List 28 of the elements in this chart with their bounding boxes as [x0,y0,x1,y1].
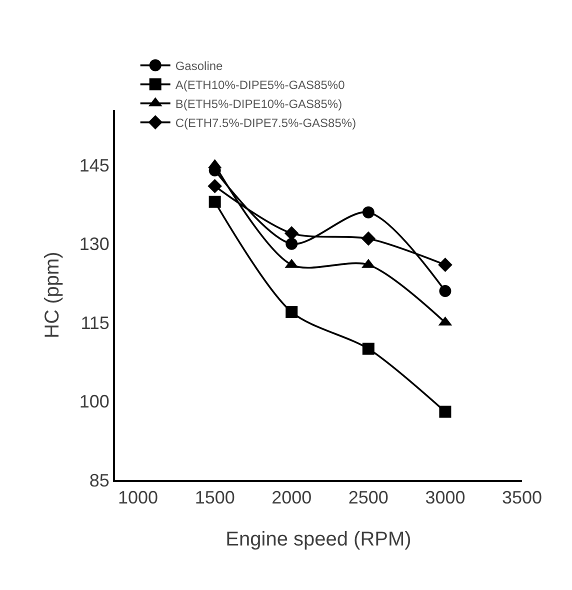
y-axis-title: HC (ppm) [41,252,64,338]
x-tick-label: 2000 [272,488,312,508]
x-tick-label: 1500 [194,488,235,508]
point [208,178,222,194]
legend-label: C(ETH7.5%-DIPE7.5%-GAS85%) [175,116,356,130]
y-tick-label: 115 [80,312,110,333]
point [362,206,374,218]
point [362,342,374,355]
point [439,285,452,298]
x-tick-label: 3500 [502,488,542,508]
point [284,226,299,240]
y-tick-label: 100 [79,392,110,412]
x-axis-title: Engine speed (RPM) [226,528,412,551]
point [361,231,376,246]
legend-label: B(ETH5%-DIPE10%-GAS85%) [175,96,342,111]
point [286,306,298,318]
point [439,406,452,418]
y-tick-label: 130 [79,234,110,254]
legend-label: A(ETH10%-DIPE5%-GAS85%0 [175,78,346,92]
x-tick-label: 3000 [425,488,466,508]
point [438,258,452,272]
y-tick-label: 85 [89,470,110,490]
x-tick-label: 1000 [118,488,158,508]
point [286,238,298,250]
y-tick-label: 145 [79,155,110,176]
point [208,196,221,208]
x-tick-label: 2500 [348,488,388,508]
legend-label: Gasoline [175,58,224,73]
